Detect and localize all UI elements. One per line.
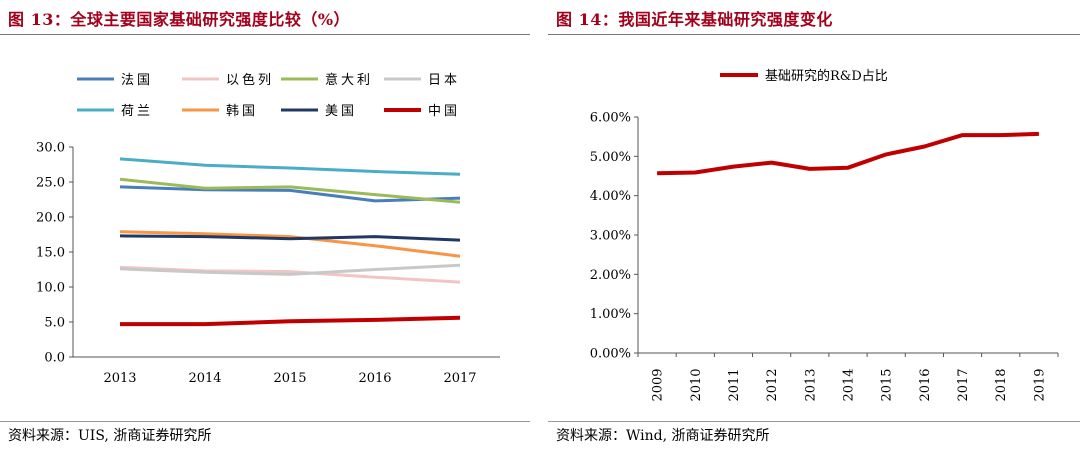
right-y-tick-label: 0.00% <box>590 347 631 362</box>
left-y-tick-label: 10.0 <box>36 281 65 296</box>
left-bottom-rule <box>0 421 530 422</box>
left-legend-label: 韩国 <box>226 104 258 119</box>
left-legend-label: 法国 <box>121 73 153 88</box>
left-y-tick-label: 5.0 <box>44 316 65 331</box>
right-figure-title: 图 14：我国近年来基础研究强度变化 <box>556 10 833 29</box>
left-legend-label: 荷兰 <box>121 104 153 119</box>
right-series-line <box>657 131 1039 176</box>
left-panel: 图 13：全球主要国家基础研究强度比较（%） 0.0 5.0 10.0 15.0 20.… <box>0 0 530 451</box>
left-series-line <box>119 157 461 176</box>
left-x-tick-label: 2017 <box>443 371 476 386</box>
left-series-line <box>120 315 461 327</box>
left-series-line <box>119 185 461 203</box>
left-top-rule <box>0 34 530 35</box>
right-x-tick-label: 2017 <box>956 368 971 401</box>
right-x-tick-label: 2011 <box>727 368 742 401</box>
left-x-tick-label: 2016 <box>358 371 391 386</box>
right-x-tick-label: 2018 <box>994 368 1009 401</box>
right-x-tick-label: 2014 <box>842 368 857 401</box>
left-y-tick-label: 30.0 <box>36 141 65 156</box>
right-top-rule <box>548 34 1080 35</box>
left-y-tick-label: 15.0 <box>36 246 65 261</box>
right-x-tick-label: 2013 <box>803 368 818 401</box>
right-panel: 图 14：我国近年来基础研究强度变化 0.00% 1.00% 2.00% 3.00% 4… <box>548 0 1080 451</box>
right-source-note: 资料来源：Wind, 浙商证券研究所 <box>556 428 770 444</box>
left-figure-title: 图 13：全球主要国家基础研究强度比较（%） <box>8 10 351 29</box>
left-legend-label: 美国 <box>325 104 357 119</box>
left-legend-label: 中国 <box>428 104 460 119</box>
left-source-note: 资料来源：UIS, 浙商证券研究所 <box>8 428 212 444</box>
left-series-line <box>119 234 461 242</box>
right-x-tick-label: 2016 <box>918 368 933 401</box>
right-y-tick-label: 2.00% <box>590 268 631 283</box>
right-legend-label: 基础研究的R&D占比 <box>765 68 888 84</box>
left-y-tick-label: 25.0 <box>36 176 65 191</box>
left-x-tick-label: 2013 <box>103 371 136 386</box>
right-bottom-rule <box>548 421 1080 422</box>
left-x-tick-label: 2015 <box>273 371 306 386</box>
right-line-chart: 0.00% 1.00% 2.00% 3.00% 4.00% 5.00% 6.00% 2009 2… <box>590 68 1059 402</box>
right-x-tick-label: 2019 <box>1032 368 1047 401</box>
right-x-tick-label: 2009 <box>651 368 666 401</box>
left-line-chart: 0.0 5.0 10.0 15.0 20.0 25.0 30.0 2013 2014 2015 20… <box>36 72 500 386</box>
left-legend-label: 意大利 <box>325 72 373 88</box>
left-y-tick-label: 0.0 <box>44 351 65 366</box>
left-x-tick-label: 2014 <box>188 371 221 386</box>
right-y-tick-label: 3.00% <box>590 229 631 244</box>
right-y-tick-label: 6.00% <box>590 111 631 126</box>
left-y-tick-label: 20.0 <box>36 211 65 226</box>
left-series-line <box>119 230 461 258</box>
right-x-tick-label: 2012 <box>765 368 780 401</box>
left-series-line <box>119 263 461 276</box>
right-y-tick-label: 4.00% <box>590 189 631 204</box>
right-y-tick-label: 5.00% <box>590 150 631 165</box>
left-legend-label: 日本 <box>428 73 460 88</box>
left-series-line <box>119 177 461 204</box>
left-legend-label: 以色列 <box>226 72 274 88</box>
right-y-tick-label: 1.00% <box>590 307 631 322</box>
right-x-tick-label: 2010 <box>689 368 704 401</box>
right-x-tick-label: 2015 <box>880 368 895 401</box>
